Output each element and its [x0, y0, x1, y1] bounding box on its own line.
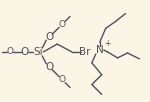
Text: Br: Br — [79, 47, 91, 57]
Text: O: O — [59, 20, 66, 29]
Text: O: O — [6, 48, 13, 57]
Text: O: O — [45, 32, 53, 42]
Text: Si: Si — [34, 47, 43, 57]
Text: +: + — [104, 39, 110, 48]
Text: O: O — [45, 62, 53, 72]
Text: O: O — [59, 75, 66, 84]
Text: O: O — [20, 47, 29, 57]
Text: N: N — [96, 45, 104, 55]
